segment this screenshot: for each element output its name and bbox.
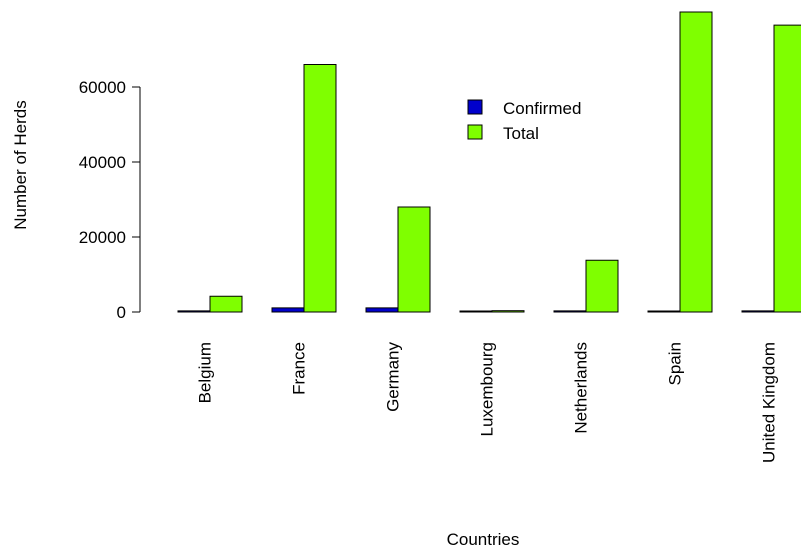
bar-confirmed-luxembourg xyxy=(459,310,493,313)
bar-total-netherlands xyxy=(585,259,619,313)
x-axis-tick-labels: Belgium France Germany Luxembourg Netherland… xyxy=(195,342,778,463)
x-tick-label: Germany xyxy=(383,342,402,412)
bar-total-luxembourg xyxy=(491,310,525,313)
y-tick-label: 40000 xyxy=(79,153,126,172)
x-tick-label: Spain xyxy=(665,342,684,385)
bar-total-germany xyxy=(397,206,431,313)
legend-swatch-total xyxy=(467,124,483,140)
bar-total-belgium xyxy=(209,295,243,313)
legend-label-confirmed: Confirmed xyxy=(503,99,581,118)
y-tick-label: 0 xyxy=(117,303,126,322)
y-tick-label: 60000 xyxy=(79,78,126,97)
bar-total-united-kingdom xyxy=(773,24,801,313)
bars xyxy=(177,11,801,313)
bar-confirmed-spain xyxy=(647,310,681,313)
bar-confirmed-france xyxy=(271,307,305,313)
y-axis: 0 20000 40000 60000 xyxy=(79,78,141,322)
x-tick-label: Belgium xyxy=(195,342,214,403)
bar-confirmed-germany xyxy=(365,307,399,313)
legend-label-total: Total xyxy=(503,124,539,143)
x-tick-label: France xyxy=(289,342,308,395)
legend: Confirmed Total xyxy=(467,99,581,143)
x-tick-label: Luxembourg xyxy=(477,342,496,437)
bar-confirmed-united-kingdom xyxy=(741,310,775,313)
x-axis-title: Countries xyxy=(447,530,520,549)
bar-confirmed-netherlands xyxy=(553,310,587,313)
bar-total-spain xyxy=(679,11,713,313)
x-tick-label: United Kingdom xyxy=(759,342,778,463)
y-axis-title: Number of Herds xyxy=(11,100,30,229)
bar-total-france xyxy=(303,64,337,313)
y-tick-label: 20000 xyxy=(79,228,126,247)
legend-swatch-confirmed xyxy=(467,99,483,115)
x-tick-label: Netherlands xyxy=(571,342,590,434)
bar-confirmed-belgium xyxy=(177,310,211,313)
